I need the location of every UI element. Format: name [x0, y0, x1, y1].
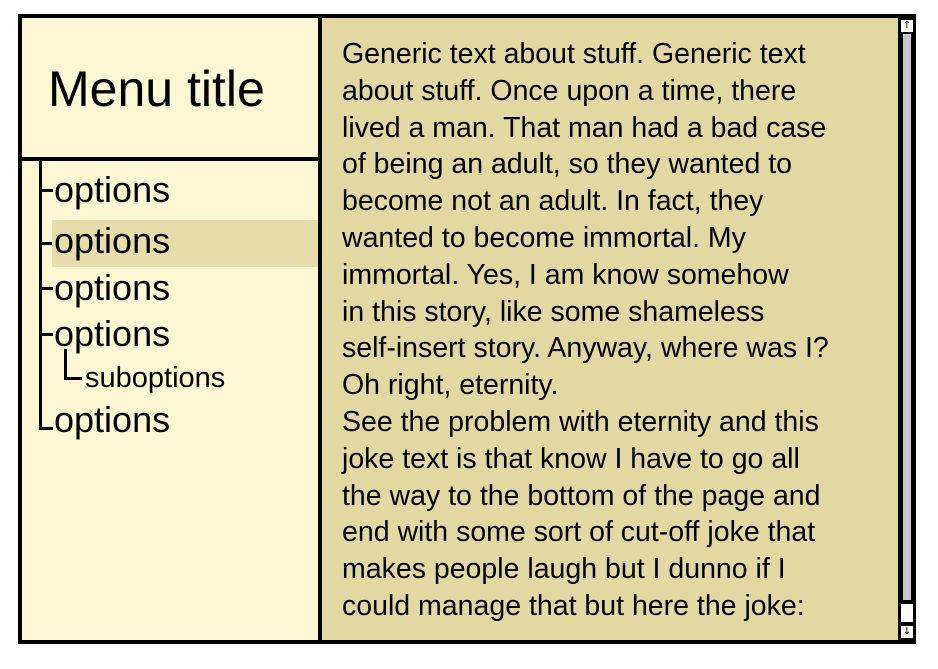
menu-item-options-2[interactable]: options	[54, 220, 171, 261]
content-panel: Generic text about stuff. Generic text a…	[322, 18, 898, 640]
tree-branch	[39, 427, 53, 430]
menu-subitem-suboptions[interactable]: suboptions	[85, 362, 226, 394]
sidebar-menu: Menu title options options options optio…	[22, 18, 324, 640]
scroll-down-arrow-icon[interactable]: ↓	[901, 626, 913, 638]
tree-branch	[39, 333, 53, 336]
scroll-up-arrow-icon[interactable]: ↑	[901, 20, 913, 32]
app-window: Menu title options options options optio…	[18, 14, 916, 644]
content-text: Generic text about stuff. Generic text a…	[342, 36, 894, 625]
tree-branch	[39, 287, 53, 290]
tree-connector-line	[39, 161, 42, 429]
vertical-scrollbar[interactable]: ↑ ↓	[898, 18, 916, 640]
content-paragraph-2: See the problem with eternity and this j…	[342, 405, 821, 622]
menu-title: Menu title	[48, 61, 265, 117]
scroll-thumb[interactable]	[901, 604, 913, 622]
tree-branch	[39, 189, 53, 192]
menu-item-options-5[interactable]: options	[54, 399, 171, 440]
menu-item-options-4[interactable]: options	[54, 313, 171, 354]
menu-item-options-3[interactable]: options	[54, 267, 171, 308]
scroll-track[interactable]	[903, 34, 911, 600]
selected-item-highlight	[52, 220, 324, 267]
menu-item-options-1[interactable]: options	[54, 169, 171, 210]
tree-branch	[39, 242, 53, 245]
subtree-branch	[64, 377, 82, 380]
content-paragraph-1: Generic text about stuff. Generic text a…	[342, 38, 829, 402]
subtree-connector-line	[64, 349, 67, 379]
panel-divider	[318, 18, 322, 640]
menu-title-box: Menu title	[22, 18, 318, 161]
